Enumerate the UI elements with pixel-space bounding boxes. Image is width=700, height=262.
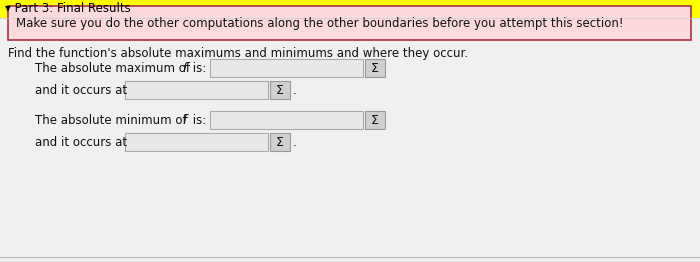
Text: and it occurs at: and it occurs at	[35, 84, 127, 96]
Text: and it occurs at: and it occurs at	[35, 135, 127, 149]
FancyBboxPatch shape	[125, 81, 268, 99]
FancyBboxPatch shape	[270, 133, 290, 151]
Text: Make sure you do the other computations along the other boundaries before you at: Make sure you do the other computations …	[16, 17, 624, 30]
Text: The absolute maximum of: The absolute maximum of	[35, 62, 194, 74]
Text: f: f	[182, 62, 186, 74]
FancyBboxPatch shape	[125, 133, 268, 151]
Text: .: .	[293, 135, 297, 149]
FancyBboxPatch shape	[365, 59, 385, 77]
FancyBboxPatch shape	[210, 111, 363, 129]
FancyBboxPatch shape	[365, 111, 385, 129]
Text: Σ: Σ	[276, 135, 284, 149]
Text: ▾ Part 3: Final Results: ▾ Part 3: Final Results	[5, 3, 131, 15]
FancyBboxPatch shape	[8, 6, 691, 40]
FancyBboxPatch shape	[0, 0, 700, 18]
Text: is:: is:	[189, 62, 206, 74]
Text: The absolute minimum of: The absolute minimum of	[35, 113, 190, 127]
Text: Σ: Σ	[276, 84, 284, 96]
Text: Find the function's absolute maximums and minimums and where they occur.: Find the function's absolute maximums an…	[8, 47, 468, 61]
FancyBboxPatch shape	[210, 59, 363, 77]
FancyBboxPatch shape	[0, 18, 700, 262]
Text: f: f	[182, 113, 186, 127]
FancyBboxPatch shape	[270, 81, 290, 99]
Text: Σ: Σ	[371, 113, 379, 127]
Text: is:: is:	[189, 113, 206, 127]
Text: Σ: Σ	[371, 62, 379, 74]
Text: .: .	[293, 84, 297, 96]
